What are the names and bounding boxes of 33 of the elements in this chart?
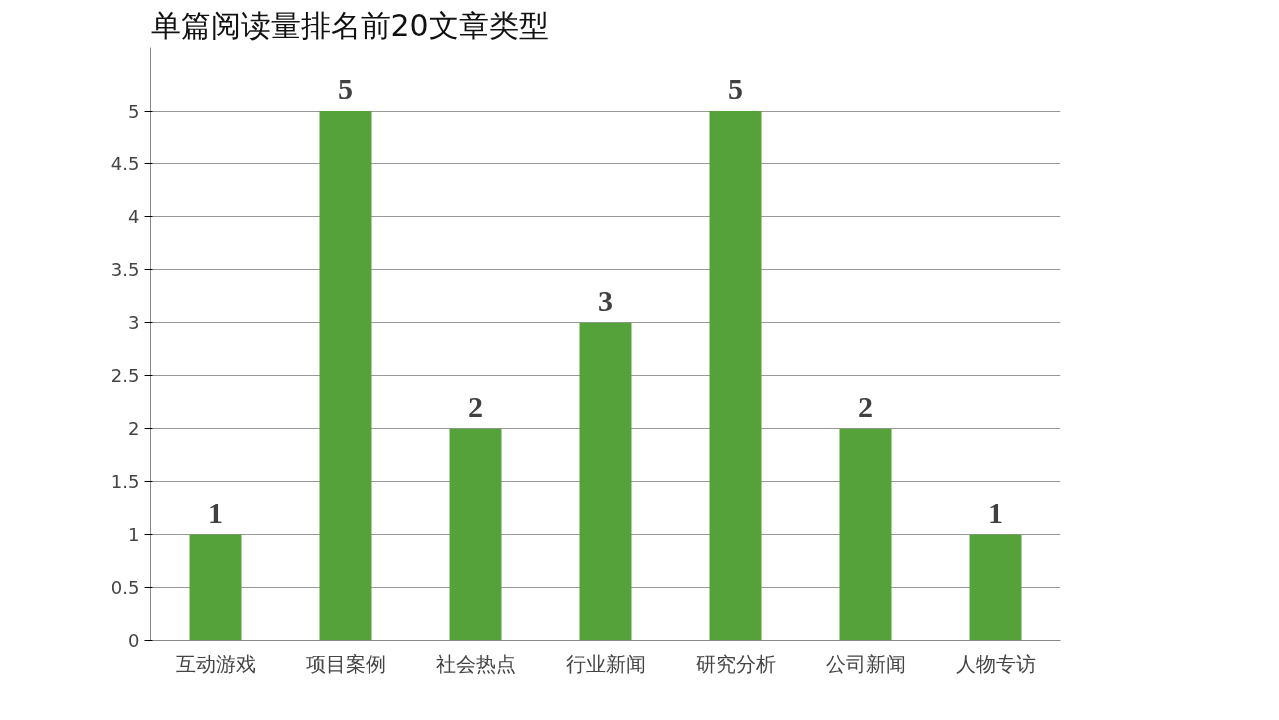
y-tick-label: 0.5 xyxy=(110,577,140,599)
bar xyxy=(969,534,1022,641)
y-tick-label: 4 xyxy=(128,206,140,228)
x-tick-label: 行业新闻 xyxy=(565,651,646,676)
chart-title: 单篇阅读量排名前20文章类型 xyxy=(150,7,549,43)
bar xyxy=(319,111,372,641)
bar xyxy=(189,534,242,641)
x-tick-label: 社会热点 xyxy=(435,651,516,676)
data-label: 5 xyxy=(728,72,743,106)
y-tick-label: 0 xyxy=(128,630,140,651)
x-tick-label: 人物专访 xyxy=(955,651,1036,676)
y-tick-label: 3 xyxy=(128,312,140,334)
y-tick-label: 3.5 xyxy=(110,259,140,281)
bar xyxy=(839,428,892,641)
y-tick-label: 1.5 xyxy=(110,471,140,493)
x-tick-label: 互动游戏 xyxy=(175,651,256,676)
bar xyxy=(449,428,502,641)
x-tick-label: 研究分析 xyxy=(695,651,776,676)
bar xyxy=(579,322,632,641)
x-tick-label: 项目案例 xyxy=(305,651,386,676)
y-tick-label: 2 xyxy=(128,418,140,440)
y-tick-label: 1 xyxy=(128,524,140,546)
y-tick-label: 5 xyxy=(128,100,140,122)
y-tick-label: 2.5 xyxy=(110,365,140,387)
data-label: 2 xyxy=(468,389,483,423)
y-tick-label: 4.5 xyxy=(110,153,140,175)
data-label: 1 xyxy=(988,495,1003,529)
data-label: 3 xyxy=(598,283,613,317)
data-label: 1 xyxy=(208,495,223,529)
x-tick-label: 公司新闻 xyxy=(825,651,906,676)
bar xyxy=(709,111,762,641)
data-label: 2 xyxy=(858,389,873,423)
data-label: 5 xyxy=(338,72,353,106)
